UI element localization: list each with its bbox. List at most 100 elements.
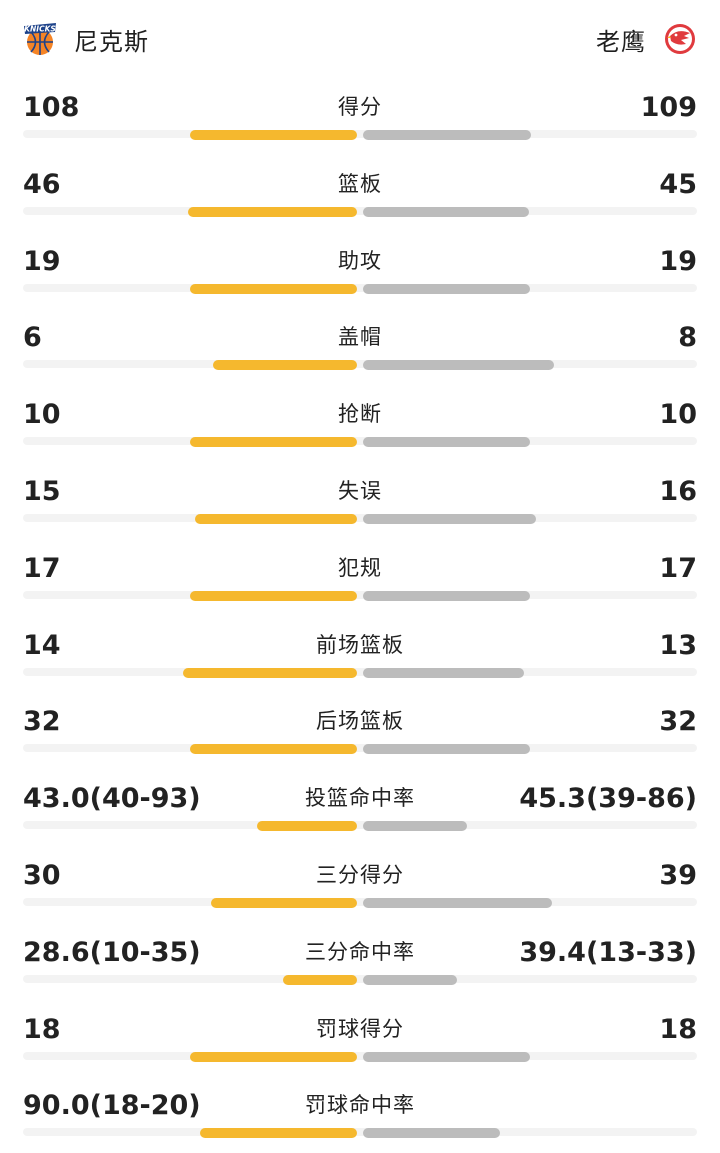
- stat-label: 罚球命中率: [305, 1093, 415, 1118]
- home-stat-value: 46: [23, 168, 61, 200]
- home-stat-bar: [190, 1051, 357, 1062]
- away-team-name: 老鹰: [596, 27, 646, 56]
- away-stat-bar: [363, 360, 554, 371]
- away-stat-value: 16: [659, 475, 697, 507]
- stat-label: 篮板: [338, 171, 382, 196]
- home-stat-value: 14: [23, 629, 61, 661]
- stats-list: 108 得分 109 46 篮板 45 19 助攻 19 6 盖帽 8 10 抢断 10 15 失误 16 17 犯规…: [0, 78, 720, 1153]
- away-stat-bar: [363, 974, 457, 985]
- stat-track: [23, 897, 697, 906]
- stat-track: [23, 130, 697, 138]
- home-team-name: 尼克斯: [74, 27, 149, 56]
- home-stat-value: 6: [23, 322, 42, 354]
- away-stat-bar: [363, 437, 530, 448]
- team-header: KNICKS 尼克斯 老鹰: [0, 0, 720, 78]
- away-stat-value: 109: [640, 92, 697, 123]
- away-stat-bar: [363, 513, 536, 524]
- home-stat-bar: [190, 283, 357, 294]
- stat-label: 犯规: [338, 555, 382, 580]
- away-stat-bar: [363, 667, 524, 678]
- stat-row: 108 得分 109: [0, 78, 720, 155]
- stat-track: [23, 744, 697, 753]
- away-stat-bar: [363, 590, 530, 601]
- stat-track: [23, 667, 697, 676]
- stat-track: [23, 437, 697, 446]
- stat-label: 失误: [338, 478, 382, 503]
- stat-track: [23, 360, 697, 369]
- stat-row: 32 后场篮板 32: [0, 692, 720, 769]
- stat-row: 18 罚球得分 18: [0, 1000, 720, 1077]
- stat-label: 得分: [338, 95, 382, 119]
- stat-row: 46 篮板 45: [0, 155, 720, 232]
- home-stat-bar: [211, 897, 357, 908]
- home-stat-bar: [190, 437, 357, 448]
- away-stat-bar: [363, 744, 530, 755]
- stat-track: [23, 206, 697, 215]
- stat-track: [23, 590, 697, 599]
- away-stat-value: 17: [659, 552, 697, 584]
- stat-row: 19 助攻 19: [0, 232, 720, 309]
- away-stat-value: 39: [659, 859, 697, 891]
- home-stat-value: 43.0(40-93): [23, 783, 201, 815]
- stat-track: [23, 974, 697, 983]
- stat-label: 后场篮板: [316, 709, 404, 734]
- away-stat-value: 8: [678, 322, 697, 354]
- away-stat-value: 13: [659, 629, 697, 661]
- stat-row: 28.6(10-35) 三分命中率 39.4(13-33): [0, 923, 720, 1000]
- home-stat-value: 28.6(10-35): [23, 936, 201, 968]
- home-stat-bar: [190, 744, 357, 755]
- away-team[interactable]: 老鹰: [596, 18, 698, 60]
- stat-label: 投篮命中率: [305, 786, 415, 811]
- home-stat-bar: [213, 360, 357, 371]
- stat-track: [23, 821, 697, 830]
- stat-row: 17 犯规 17: [0, 539, 720, 616]
- stat-row: 14 前场篮板 13: [0, 616, 720, 693]
- stat-row: 15 失误 16: [0, 462, 720, 539]
- stat-track: [23, 283, 697, 292]
- home-stat-value: 30: [23, 859, 61, 891]
- stat-label: 前场篮板: [316, 632, 404, 657]
- stat-row: 90.0(18-20) 罚球命中率: [0, 1076, 720, 1153]
- stat-label: 抢断: [338, 402, 382, 427]
- home-stat-bar: [183, 667, 357, 678]
- away-stat-bar: [363, 130, 531, 140]
- home-stat-bar: [195, 513, 357, 524]
- stat-track: [23, 1051, 697, 1060]
- home-team[interactable]: KNICKS 尼克斯: [22, 18, 149, 60]
- stat-label: 罚球得分: [316, 1016, 404, 1041]
- home-stat-value: 90.0(18-20): [23, 1090, 201, 1122]
- away-stat-bar: [363, 206, 529, 217]
- knicks-logo-icon: KNICKS: [24, 23, 56, 55]
- stat-label: 三分命中率: [305, 939, 415, 964]
- stat-label: 盖帽: [338, 325, 382, 350]
- away-stat-value: 45.3(39-86): [519, 783, 697, 815]
- home-stat-bar: [283, 974, 357, 985]
- home-stat-value: 32: [23, 706, 61, 738]
- stat-track: [23, 513, 697, 522]
- stat-label: 助攻: [338, 248, 382, 273]
- away-stat-bar: [363, 821, 467, 832]
- svg-text:KNICKS: KNICKS: [24, 25, 56, 34]
- home-stat-value: 108: [23, 92, 80, 123]
- away-stat-bar: [363, 1051, 530, 1062]
- home-stat-value: 19: [23, 245, 61, 277]
- stat-row: 43.0(40-93) 投篮命中率 45.3(39-86): [0, 769, 720, 846]
- hawks-logo-icon: [665, 24, 695, 54]
- home-stat-bar: [190, 130, 357, 140]
- home-stat-value: 15: [23, 475, 61, 507]
- stat-row: 30 三分得分 39: [0, 846, 720, 923]
- away-stat-bar: [363, 283, 530, 294]
- stat-row: 6 盖帽 8: [0, 308, 720, 385]
- away-stat-value: 10: [659, 399, 697, 431]
- home-stat-value: 17: [23, 552, 61, 584]
- home-stat-bar: [188, 206, 357, 217]
- home-stat-bar: [257, 821, 357, 832]
- away-stat-bar: [363, 897, 552, 908]
- stat-track: [23, 1128, 697, 1137]
- stat-label: 三分得分: [316, 862, 404, 887]
- away-stat-value: 18: [659, 1013, 697, 1045]
- stat-row: 10 抢断 10: [0, 385, 720, 462]
- home-stat-value: 18: [23, 1013, 61, 1045]
- away-stat-value: 19: [659, 245, 697, 277]
- away-stat-value: 32: [659, 706, 697, 738]
